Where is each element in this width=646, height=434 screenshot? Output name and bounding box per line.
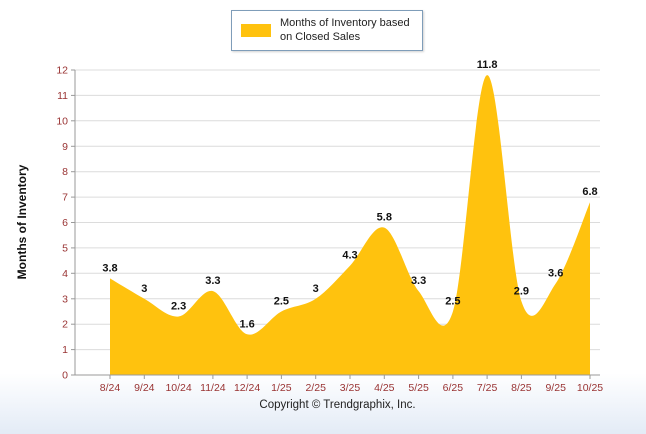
y-tick-label: 9 [62,141,68,153]
data-label: 5.8 [377,212,392,224]
legend-label-line1: Months of Inventory based [280,17,410,29]
data-label: 4.3 [342,250,357,262]
area-series [110,75,590,376]
data-label: 3.3 [205,275,220,287]
x-tick-label: 2/25 [305,382,326,394]
y-tick-label: 8 [62,166,68,178]
x-tick-label: 9/24 [134,382,155,394]
legend-label: Months of Inventory based on Closed Sale… [280,16,410,45]
legend-swatch [241,23,271,37]
x-tick-label: 8/24 [100,382,121,394]
data-label: 3 [313,283,319,295]
legend-label-line2: on Closed Sales [280,31,361,44]
x-tick-label: 7/25 [477,382,498,394]
x-tick-label: 1/25 [271,382,292,394]
data-label: 11.8 [477,59,498,71]
y-tick-label: 2 [62,319,68,331]
y-tick-label: 12 [56,65,68,77]
x-tick-label: 5/25 [408,382,429,394]
x-tick-label: 6/25 [443,382,464,394]
y-tick-label: 4 [62,268,68,280]
legend: Months of Inventory based on Closed Sale… [231,10,423,51]
copyright-text: Copyright © Trendgraphix, Inc. [259,399,416,411]
y-tick-label: 1 [62,344,68,356]
x-tick-label: 12/24 [234,382,260,394]
data-label: 2.5 [274,296,289,308]
y-tick-label: 3 [62,293,68,305]
x-tick-label: 10/24 [165,382,191,394]
data-label: 1.6 [239,318,254,330]
data-label: 3.6 [548,268,563,280]
data-label: 2.5 [445,296,460,308]
y-tick-label: 11 [57,90,68,102]
y-tick-label: 0 [62,370,68,382]
data-label: 2.9 [514,285,529,297]
data-label: 3.8 [102,262,117,274]
data-label: 3.3 [411,275,426,287]
x-tick-label: 11/24 [200,382,226,394]
y-tick-label: 6 [62,217,68,229]
y-tick-label: 5 [62,242,68,254]
x-tick-label: 3/25 [340,382,361,394]
data-label: 6.8 [582,186,597,198]
x-tick-label: 10/25 [577,382,603,394]
x-tick-label: 9/25 [545,382,566,394]
y-axis-title: Months of Inventory [15,164,29,280]
data-label: 3 [141,283,147,295]
x-tick-label: 8/25 [511,382,532,394]
x-tick-label: 4/25 [374,382,395,394]
y-tick-label: 7 [62,192,68,204]
data-label: 2.3 [171,301,186,313]
y-tick-label: 10 [56,115,68,127]
